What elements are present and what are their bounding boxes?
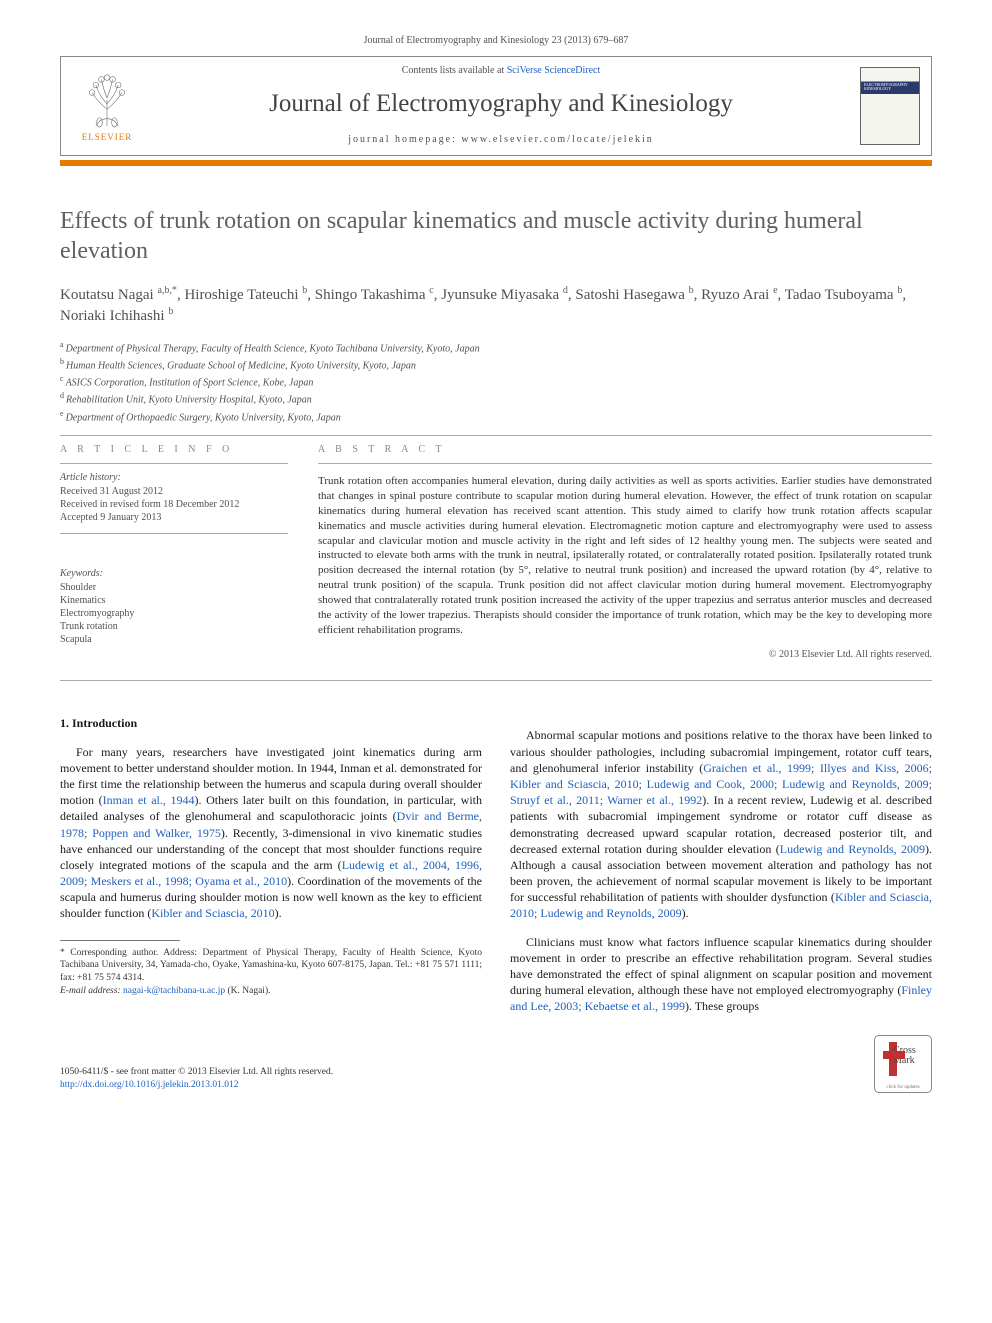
authors-line: Koutatsu Nagai a,b,*, Hiroshige Tateuchi… [60, 284, 932, 327]
journal-cover-thumb[interactable]: ELECTROMYOGRAPHY KINESIOLOGY [849, 57, 931, 155]
orange-divider-bar [60, 160, 932, 166]
keywords-label: Keywords: [60, 568, 288, 579]
email-link[interactable]: nagai-k@tachibana-u.ac.jp [123, 986, 225, 996]
body-columns: 1. Introduction For many years, research… [60, 715, 932, 1014]
keyword-item: Trunk rotation [60, 621, 288, 632]
crossmark-subtext: click for updates [875, 1085, 931, 1090]
crossmark-text: Cross Mark [893, 1046, 931, 1067]
email-footnote: E-mail address: nagai-k@tachibana-u.ac.j… [60, 985, 482, 998]
keyword-item: Electromyography [60, 608, 288, 619]
journal-homepage[interactable]: journal homepage: www.elsevier.com/locat… [163, 134, 839, 145]
intro-paragraph-1: For many years, researchers have investi… [60, 744, 482, 922]
intro-paragraph-2: Abnormal scapular motions and positions … [510, 727, 932, 921]
affiliation-line: aDepartment of Physical Therapy, Faculty… [60, 339, 932, 356]
doi-link[interactable]: http://dx.doi.org/10.1016/j.jelekin.2013… [60, 1080, 238, 1090]
revised-date: Received in revised form 18 December 201… [60, 499, 288, 510]
affiliation-line: bHuman Health Sciences, Graduate School … [60, 356, 932, 373]
article-title: Effects of trunk rotation on scapular ki… [60, 206, 932, 266]
affiliation-line: cASICS Corporation, Institution of Sport… [60, 373, 932, 390]
page-footer: 1050-6411/$ - see front matter © 2013 El… [60, 1035, 932, 1093]
crossmark-badge[interactable]: Cross Mark click for updates [874, 1035, 932, 1093]
journal-reference: Journal of Electromyography and Kinesiol… [60, 35, 932, 46]
article-info-heading: A R T I C L E I N F O [60, 444, 288, 455]
elsevier-tree-icon [77, 70, 137, 130]
accepted-date: Accepted 9 January 2013 [60, 512, 288, 523]
contents-prefix: Contents lists available at [402, 65, 507, 76]
info-abstract-row: A R T I C L E I N F O Article history: R… [60, 444, 932, 660]
keyword-item: Shoulder [60, 582, 288, 593]
article-history-label: Article history: [60, 472, 288, 483]
corresponding-author-footnote: * Corresponding author. Address: Departm… [60, 947, 482, 985]
separator-line [60, 435, 932, 436]
sciencedirect-link[interactable]: SciVerse ScienceDirect [507, 65, 601, 76]
citation-link[interactable]: Ludewig and Reynolds, 2009 [780, 842, 925, 856]
column-right: Abnormal scapular motions and positions … [510, 715, 932, 1014]
info-sep2 [60, 533, 288, 534]
citation-link[interactable]: Kibler and Sciascia, 2010 [151, 906, 274, 920]
page: Journal of Electromyography and Kinesiol… [0, 0, 992, 1133]
abstract-heading: A B S T R A C T [318, 444, 932, 455]
info-sep [60, 463, 288, 464]
journal-header-box: ELSEVIER Contents lists available at Sci… [60, 56, 932, 156]
abs-sep [318, 463, 932, 464]
contents-lists-line: Contents lists available at SciVerse Sci… [163, 65, 839, 76]
abstract-panel: A B S T R A C T Trunk rotation often acc… [318, 444, 932, 660]
citation-link[interactable]: Inman et al., 1944 [103, 793, 195, 807]
abstract-copyright: © 2013 Elsevier Ltd. All rights reserved… [318, 649, 932, 660]
footnote-separator [60, 940, 180, 941]
affiliations: aDepartment of Physical Therapy, Faculty… [60, 339, 932, 426]
journal-title: Journal of Electromyography and Kinesiol… [163, 90, 839, 118]
received-date: Received 31 August 2012 [60, 486, 288, 497]
keyword-item: Kinematics [60, 595, 288, 606]
column-left: 1. Introduction For many years, research… [60, 715, 482, 1014]
intro-paragraph-3: Clinicians must know what factors influe… [510, 934, 932, 1015]
article-info-panel: A R T I C L E I N F O Article history: R… [60, 444, 288, 660]
affiliation-line: eDepartment of Orthopaedic Surgery, Kyot… [60, 408, 932, 425]
email-label: E-mail address: [60, 986, 121, 996]
separator-line-2 [60, 680, 932, 681]
corr-label: * Corresponding author. [60, 948, 158, 958]
elsevier-logo[interactable]: ELSEVIER [61, 57, 153, 155]
header-center: Contents lists available at SciVerse Sci… [153, 57, 849, 155]
affiliation-line: dRehabilitation Unit, Kyoto University H… [60, 390, 932, 407]
cover-title-text: ELECTROMYOGRAPHY KINESIOLOGY [864, 83, 916, 92]
keyword-item: Scapula [60, 634, 288, 645]
cover-image: ELECTROMYOGRAPHY KINESIOLOGY [860, 67, 920, 145]
abstract-body: Trunk rotation often accompanies humeral… [318, 474, 932, 637]
front-matter-line: 1050-6411/$ - see front matter © 2013 El… [60, 1066, 333, 1079]
section-heading-intro: 1. Introduction [60, 715, 482, 731]
elsevier-label: ELSEVIER [82, 132, 133, 142]
footer-left: 1050-6411/$ - see front matter © 2013 El… [60, 1066, 333, 1093]
email-tail: (K. Nagai). [225, 986, 270, 996]
keywords-list: Shoulder Kinematics Electromyography Trunk … [60, 582, 288, 645]
